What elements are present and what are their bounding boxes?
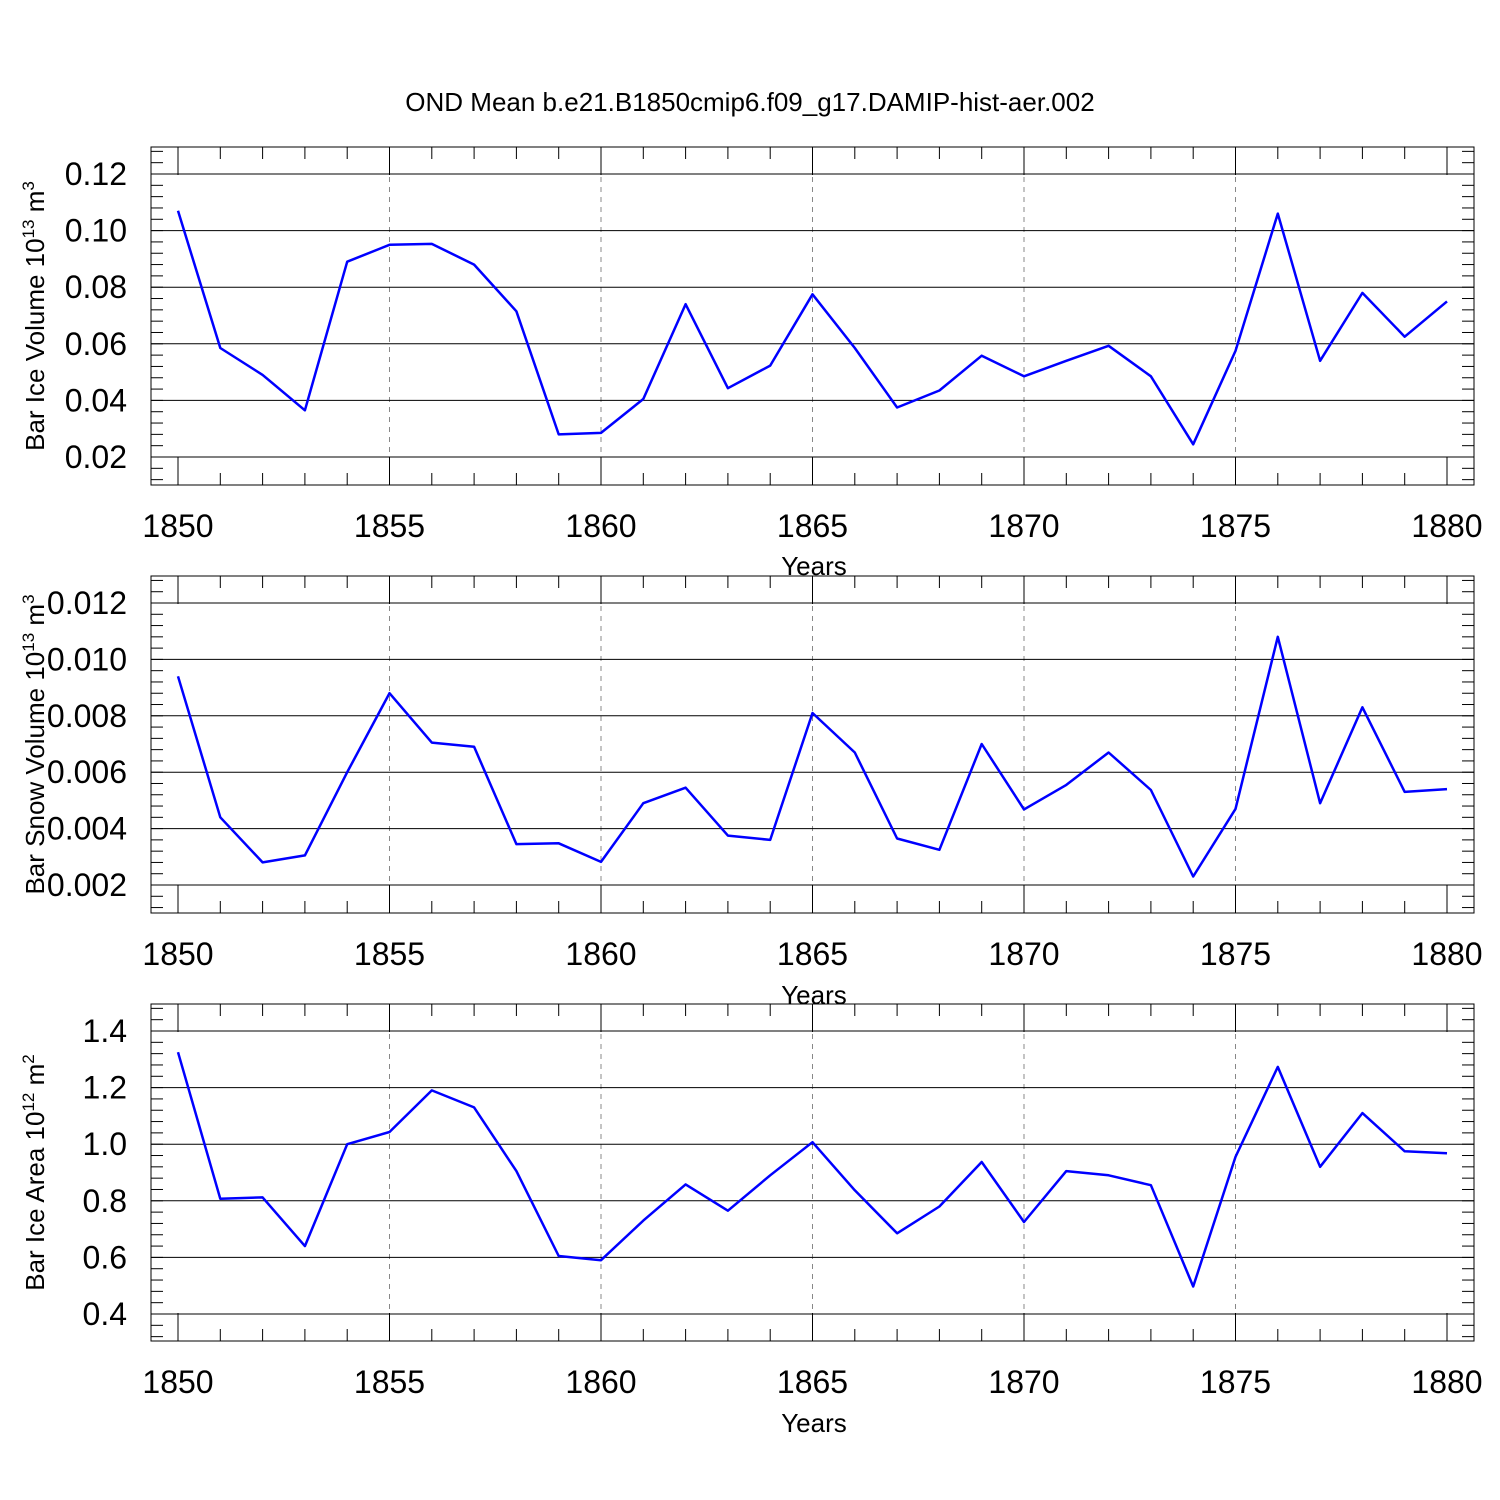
x-tick-label: 1860 bbox=[565, 936, 636, 972]
x-tick-label: 1875 bbox=[1200, 508, 1271, 544]
x-tick-label: 1855 bbox=[354, 508, 425, 544]
x-tick-label: 1870 bbox=[988, 1364, 1059, 1400]
panel-2: 1850 1855 1860 1865 1870 1875 1880 Years 0.002 0.… bbox=[19, 575, 1483, 1010]
panel-1: 1850 1855 1860 1865 1870 1875 1880Years0.020.0… bbox=[19, 146, 1483, 581]
x-axis-label: Years bbox=[781, 1408, 847, 1438]
panel-3: 1850 1855 1860 1865 1870 1875 1880 Years 0.4 0.6 0… bbox=[19, 1003, 1483, 1438]
x-tick-label: 1855 bbox=[354, 936, 425, 972]
y-tick-label: 0.010 bbox=[47, 641, 127, 677]
y-tick-label: 1.4 bbox=[83, 1013, 127, 1049]
x-tick-label: 1870 bbox=[988, 936, 1059, 972]
x-tick-label: 1875 bbox=[1200, 936, 1271, 972]
y-tick-label: 0.02 bbox=[65, 439, 127, 475]
x-tick-label: 1870 bbox=[988, 508, 1059, 544]
x-tick-label: 1860 bbox=[565, 508, 636, 544]
y-tick-label: 0.006 bbox=[47, 754, 127, 790]
y-tick-label: 0.002 bbox=[47, 867, 127, 903]
y-tick-label: 0.6 bbox=[83, 1239, 127, 1275]
x-tick-label: 1850 bbox=[142, 936, 213, 972]
x-tick-label: 1860 bbox=[565, 1364, 636, 1400]
x-tick-label: 1855 bbox=[354, 1364, 425, 1400]
y-tick-label: 0.004 bbox=[47, 811, 127, 847]
y-tick-label: 0.12 bbox=[65, 156, 127, 192]
x-tick-label: 1850 bbox=[142, 1364, 213, 1400]
x-tick-label: 1865 bbox=[777, 1364, 848, 1400]
y-tick-label: 0.4 bbox=[83, 1296, 127, 1332]
series-line bbox=[176, 210, 1448, 446]
x-tick-label: 1850 bbox=[142, 508, 213, 544]
y-tick-label: 0.012 bbox=[47, 585, 127, 621]
y-tick-label: 0.04 bbox=[65, 382, 127, 418]
y-axis-label: Bar Ice Area 1012 m2 bbox=[19, 1054, 50, 1291]
y-tick-label: 0.06 bbox=[65, 326, 127, 362]
x-tick-label: 1880 bbox=[1411, 508, 1482, 544]
series-line bbox=[176, 1051, 1448, 1288]
x-tick-label: 1865 bbox=[777, 936, 848, 972]
y-tick-label: 0.08 bbox=[65, 269, 127, 305]
x-tick-label: 1865 bbox=[777, 508, 848, 544]
y-axis-label: Bar Snow Volume 1013 m3 bbox=[19, 594, 50, 894]
x-tick-label: 1875 bbox=[1200, 1364, 1271, 1400]
x-tick-label: 1880 bbox=[1411, 1364, 1482, 1400]
chart-title: OND Mean b.e21.B1850cmip6.f09_g17.DAMIP-… bbox=[405, 87, 1094, 117]
y-tick-label: 0.10 bbox=[65, 213, 127, 249]
x-tick-label: 1880 bbox=[1411, 936, 1482, 972]
y-tick-label: 0.008 bbox=[47, 698, 127, 734]
y-axis-label: Bar Ice Volume 1013 m3 bbox=[19, 181, 50, 451]
y-tick-label: 1.0 bbox=[83, 1126, 127, 1162]
x-axis-label: Years bbox=[781, 980, 847, 1010]
y-tick-label: 0.8 bbox=[83, 1183, 127, 1219]
series-line bbox=[176, 635, 1448, 878]
panels: 1850 1855 1860 1865 1870 1875 1880 Years 0.02 0.0… bbox=[19, 146, 1483, 1438]
y-tick-label: 1.2 bbox=[83, 1070, 127, 1106]
